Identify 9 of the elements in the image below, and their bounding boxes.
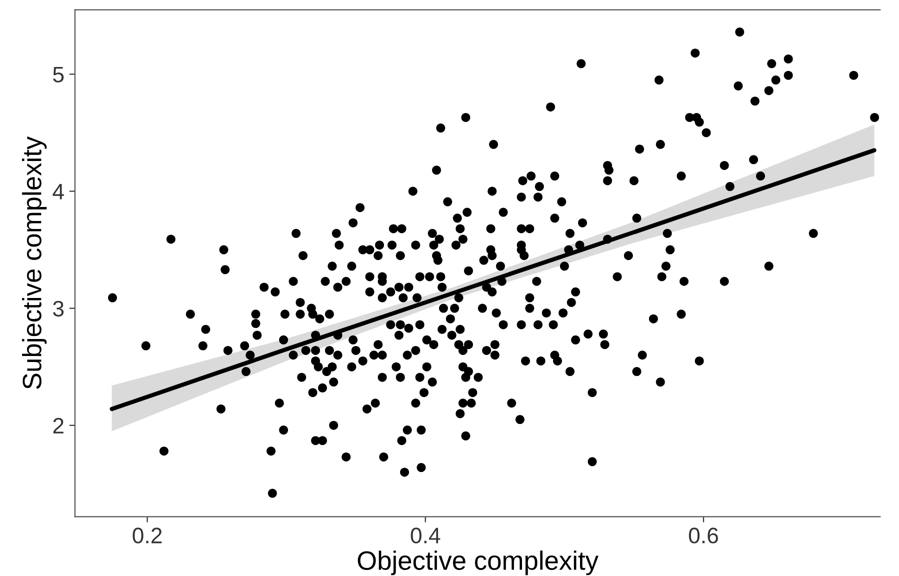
y-tick-label: 5 xyxy=(53,66,64,82)
y-tick-label: 2 xyxy=(53,418,64,434)
x-tick-label: 0.6 xyxy=(688,528,718,544)
y-tick-label: 4 xyxy=(52,184,64,200)
y-tick-label: 3 xyxy=(53,300,64,317)
x-tick-label: 0.4 xyxy=(410,528,440,544)
x-axis-title: Objective complexity xyxy=(358,550,598,576)
x-tick-label: 0.2 xyxy=(132,528,162,544)
y-axis-title: Subjective complexity xyxy=(22,136,47,389)
